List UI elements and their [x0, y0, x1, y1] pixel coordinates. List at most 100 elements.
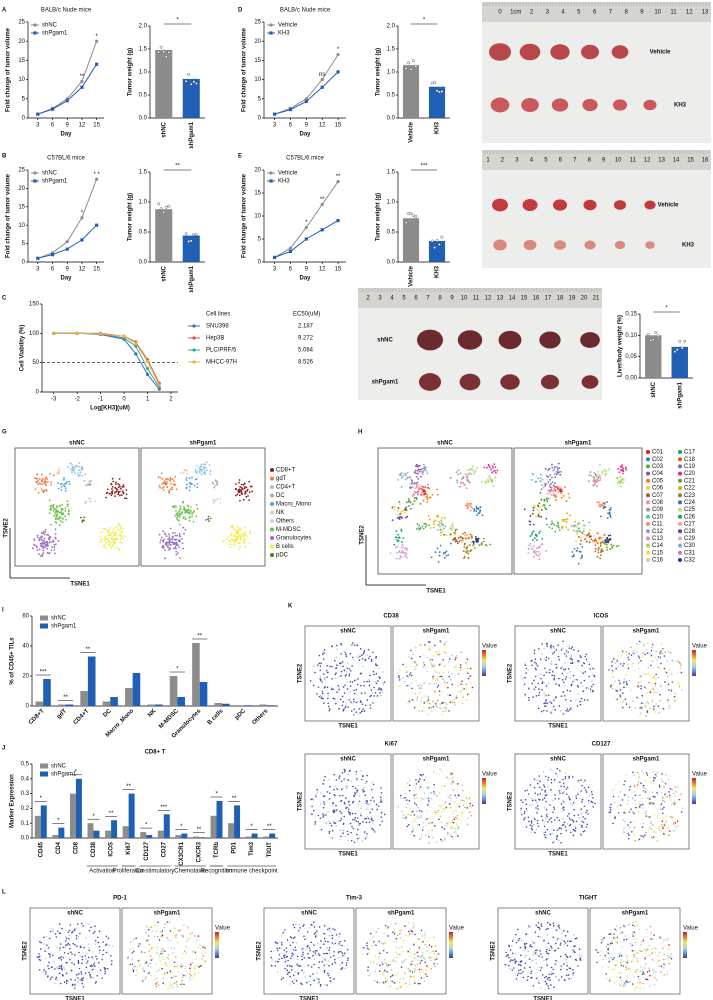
cell-dot — [95, 955, 97, 958]
cell-dot — [65, 518, 68, 521]
cell-dot — [343, 768, 346, 771]
cell-dot — [341, 661, 344, 663]
cell-dot — [449, 677, 451, 680]
cell-dot — [552, 484, 555, 487]
cell-dot — [351, 812, 354, 815]
cell-dot — [73, 984, 76, 986]
cell-dot — [536, 508, 538, 511]
cell-dot — [399, 516, 401, 519]
cell-dot — [579, 832, 582, 835]
cell-dot — [560, 649, 563, 651]
cell-dot — [119, 541, 122, 544]
condition-label: shPgam1 — [423, 629, 450, 635]
cell-dot — [600, 554, 602, 556]
cell-dot — [363, 832, 366, 835]
cell-dot — [67, 509, 70, 512]
cell-dot — [623, 662, 625, 665]
cell-dot — [236, 493, 239, 496]
cell-dot — [646, 701, 648, 703]
cell-dot — [367, 803, 369, 806]
cell-dot — [536, 705, 539, 708]
cell-dot — [471, 507, 474, 510]
group-label: Chemotaxis — [174, 869, 206, 875]
cell-dot — [58, 949, 61, 952]
cell-dot — [454, 537, 456, 539]
cell-dot — [371, 781, 373, 784]
cell-dot — [345, 655, 348, 658]
cell-dot — [452, 527, 455, 530]
cell-dot — [559, 487, 562, 489]
cell-dot — [672, 792, 675, 795]
significance: * — [423, 18, 426, 24]
cell-dot — [550, 778, 553, 781]
cell-dot — [400, 546, 403, 549]
bar — [177, 697, 185, 706]
cell-dot — [422, 467, 425, 469]
cell-dot — [411, 657, 413, 660]
cell-dot — [53, 507, 56, 510]
cell-dot — [527, 669, 529, 671]
cell-dot — [206, 469, 209, 472]
cell-dot — [621, 650, 624, 652]
cell-dot — [567, 710, 569, 712]
cell-dot — [598, 503, 601, 506]
cell-dot — [60, 489, 63, 491]
cell-dot — [356, 833, 358, 836]
cell-dot — [429, 816, 432, 819]
cell-dot — [570, 707, 572, 710]
cell-dot — [445, 709, 447, 712]
cell-dot — [545, 475, 548, 478]
cell-dot — [360, 684, 362, 687]
cell-dot — [441, 811, 443, 813]
cell-dot — [171, 538, 174, 541]
y-tick-label: 0.10 — [625, 333, 637, 339]
cell-dot — [179, 535, 182, 538]
cell-dot — [58, 923, 61, 925]
cell-dot — [164, 549, 166, 552]
specimen — [540, 374, 560, 390]
cell-dot — [680, 664, 682, 666]
cell-dot — [649, 827, 651, 829]
cell-dot — [358, 712, 360, 715]
cell-dot — [673, 800, 676, 803]
cell-dot — [105, 943, 108, 945]
cell-dot — [459, 691, 462, 693]
cell-dot — [85, 958, 87, 960]
cell-dot — [80, 922, 83, 925]
cell-dot — [449, 701, 452, 703]
ruler-number: 12 — [485, 296, 492, 302]
cell-dot — [53, 543, 56, 546]
cell-dot — [558, 819, 561, 822]
cell-dot — [577, 814, 580, 816]
cell-dot — [321, 813, 324, 815]
cell-dot — [443, 552, 445, 554]
cell-dot — [353, 708, 355, 711]
cell-dot — [539, 546, 542, 549]
cell-dot — [410, 808, 412, 811]
cell-dot — [542, 709, 545, 712]
cell-dot — [106, 538, 109, 541]
cell-dot — [454, 816, 457, 819]
significance: ** — [197, 827, 202, 833]
cell-dot — [583, 524, 586, 527]
cell-dot — [43, 533, 46, 536]
cell-dot — [450, 672, 453, 675]
cell-dot — [613, 696, 616, 699]
cell-dot — [439, 534, 442, 537]
cell-dot — [231, 539, 234, 542]
cell-dot — [106, 534, 109, 537]
cell-dot — [423, 695, 426, 697]
ruler-number: 13 — [702, 10, 709, 16]
replicate-dot — [164, 205, 168, 209]
cell-dot — [587, 786, 590, 789]
cell-dot — [619, 485, 622, 488]
cell-dot — [419, 800, 422, 803]
cell-dot — [642, 822, 645, 825]
cell-dot — [581, 664, 583, 667]
cell-dot — [423, 642, 426, 645]
cell-dot — [47, 975, 49, 977]
cell-dot — [81, 521, 84, 523]
cell-dot — [93, 965, 96, 968]
cell-dot — [439, 640, 441, 642]
cell-dot — [546, 812, 548, 814]
